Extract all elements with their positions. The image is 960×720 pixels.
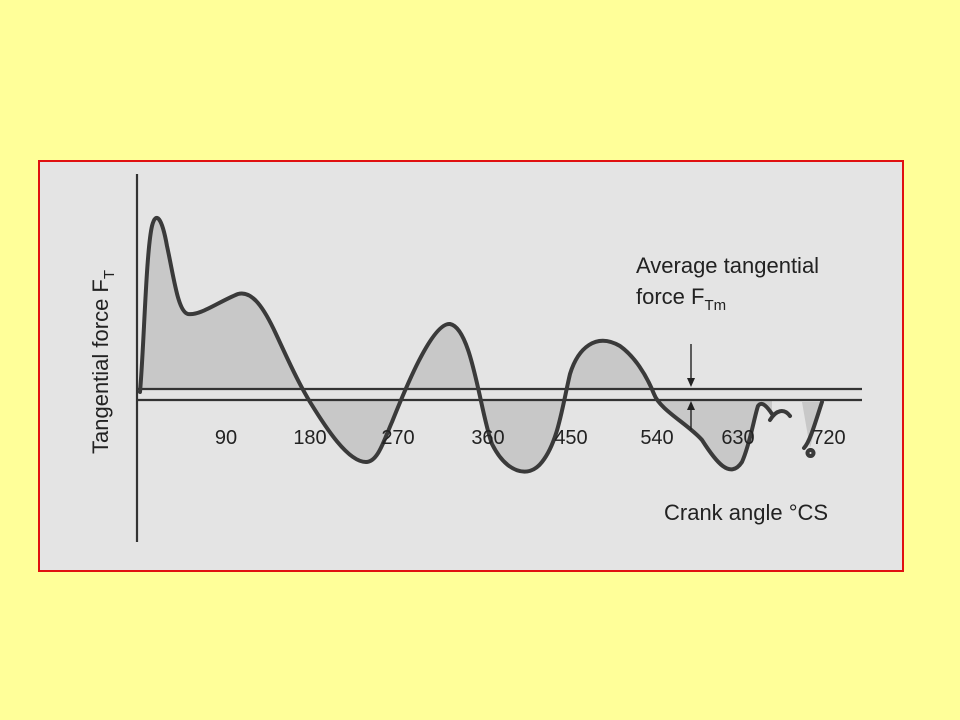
- positive-area-fill: [140, 217, 652, 389]
- annotation-line-2-sub: Tm: [704, 297, 726, 314]
- force-curve: [138, 215, 824, 474]
- x-tick-label: 540: [640, 427, 673, 449]
- figure-frame: Average tangential force FTm Tangential …: [38, 160, 904, 572]
- annotation-line-2: force FTm: [636, 284, 726, 314]
- x-tick-label: 270: [381, 427, 414, 449]
- annotation-line-1: Average tangential: [636, 253, 819, 278]
- annotation-line-2-main: force F: [636, 284, 704, 309]
- x-tick-label: 450: [554, 427, 587, 449]
- y-axis-label-main: Tangential force F: [88, 279, 113, 454]
- tangential-force-diagram: Average tangential force FTm Tangential …: [88, 174, 862, 542]
- arrowhead-down-icon: [687, 378, 695, 387]
- x-axis-label: Crank angle °CS: [664, 500, 828, 525]
- arrowhead-up-icon: [687, 401, 695, 410]
- x-tick-label: 720: [812, 427, 845, 449]
- x-tick-label: 90: [215, 427, 237, 449]
- x-tick-label: 630: [721, 427, 754, 449]
- y-axis-label-sub: T: [101, 270, 118, 279]
- negative-area-fill: [308, 400, 822, 472]
- x-tick-label: 180: [293, 427, 326, 449]
- x-tick-label: 360: [471, 427, 504, 449]
- y-axis-label: Tangential force FT: [88, 270, 118, 454]
